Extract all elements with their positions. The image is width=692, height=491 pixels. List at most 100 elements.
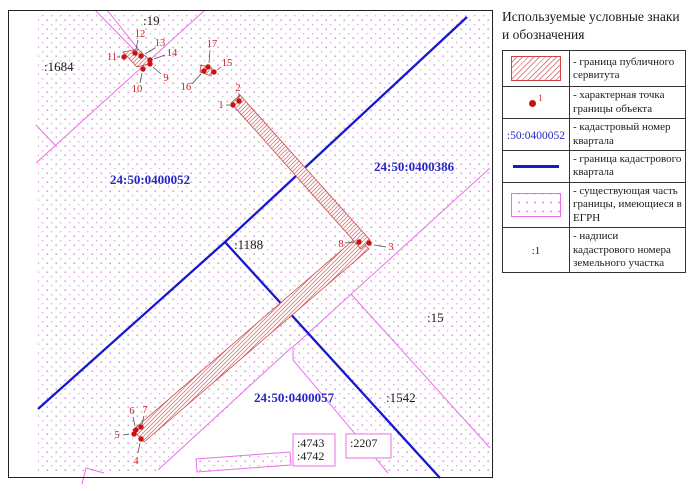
characteristic-point-dot [133, 427, 139, 433]
point-leader-line [132, 416, 136, 427]
characteristic-point-dot [201, 68, 207, 74]
quarter-boundary-line [37, 16, 468, 479]
legend-label: - граница публичного сервитута [569, 50, 686, 88]
characteristic-point-dot [121, 54, 127, 60]
egrn-boundary-line [35, 9, 206, 164]
characteristic-point-dot [132, 50, 138, 56]
boxed-parcel-number-label: :2207 [350, 436, 377, 450]
point-leader-line [144, 47, 156, 55]
servitude-hatch-swatch [511, 56, 561, 82]
map-canvas: :4743:4742 :2207 24:50:0400052 24:50:04003… [8, 9, 493, 485]
characteristic-point-dot [205, 64, 211, 70]
characteristic-point-number: 13 [155, 38, 166, 49]
quarter-line-swatch-cell [502, 150, 570, 183]
quarter-number-swatch-cell: :50:0400052 [502, 118, 570, 152]
legend-row-quarter-boundary: - граница кадастрового квартала [502, 150, 686, 183]
quarter-line-swatch [513, 164, 559, 168]
characteristic-point-number: 12 [135, 29, 146, 40]
characteristic-point-dot [140, 66, 146, 72]
egrn-boundary-line [157, 346, 293, 471]
parcel-number-box [292, 433, 336, 467]
egrn-boundary-line [94, 9, 141, 57]
characteristic-point-number: 7 [142, 405, 147, 416]
characteristic-point-dot [147, 61, 153, 67]
egrn-dotted-swatch [511, 192, 561, 217]
legend-label: - характерная точка границы объекта [569, 86, 686, 120]
point-leader-line [373, 244, 387, 248]
characteristic-point-dot [356, 239, 362, 245]
characteristic-point-number: 16 [181, 82, 192, 93]
point-swatch-cell: 1 [502, 86, 570, 120]
egrn-boundary-line [350, 293, 491, 449]
parcel-number-sample: :1 [531, 245, 541, 258]
characteristic-point-number: 3 [388, 242, 393, 253]
characteristic-point-number: 10 [132, 84, 143, 95]
quarter-numbers: 24:50:0400052 24:50:0400386 24:50:0400057 [110, 159, 455, 405]
characteristic-point-number: 1 [218, 100, 223, 111]
servitude-band [230, 94, 371, 250]
parcel-number-label: :15 [427, 310, 444, 325]
characteristic-point-dot [131, 431, 137, 437]
legend-title-line1: Используемые условные знаки [502, 9, 680, 24]
legend: Используемые условные знаки и обозначени… [502, 8, 690, 274]
point-leader-line [139, 72, 143, 84]
characteristic-point-dot [138, 53, 144, 59]
servitude-bands [122, 48, 371, 443]
parcel-number-swatch-cell: :1 [502, 227, 570, 274]
characteristic-point-dot [138, 424, 144, 430]
characteristic-point-dot [211, 69, 217, 75]
legend-label: - граница кадастрового квартала [569, 150, 686, 183]
characteristic-point-number: 15 [222, 58, 233, 69]
legend-title: Используемые условные знаки и обозначени… [502, 8, 690, 44]
legend-label: - существующая часть границы, имеющиеся … [569, 181, 686, 229]
characteristic-point-number: 11 [107, 52, 117, 63]
point-leader-line [216, 66, 222, 71]
point-leader-line [191, 73, 202, 85]
point-leader-line [122, 433, 130, 436]
point-leader-line [152, 66, 162, 75]
servitude-swatch-cell [502, 50, 570, 88]
characteristic-point-number: 6 [129, 406, 134, 417]
characteristic-point-number: 14 [167, 48, 178, 59]
parcel-number-label: :19 [143, 13, 160, 28]
legend-title-line2: и обозначения [502, 27, 585, 43]
point-dot-icon [529, 100, 537, 108]
legend-row-parcel-number: :1 - надписи кадастрового номера земельн… [502, 227, 686, 274]
characteristic-point-dot [147, 57, 153, 63]
quarter-number-sample: :50:0400052 [506, 129, 566, 142]
parcel-number-label: :1542 [386, 390, 416, 405]
characteristic-point-number: 2 [235, 83, 240, 94]
characteristic-point-number: 4 [133, 456, 139, 467]
legend-row-quarter-number: :50:0400052 - кадастровый номер квартала [502, 118, 686, 152]
map-frame [8, 10, 493, 478]
parcel-number-label: :1684 [44, 59, 74, 74]
quarter-number-label: 24:50:0400386 [374, 159, 455, 174]
boxed-parcel-number-label: :4743 [297, 436, 324, 450]
parcel-numbers: :1684 :19 :1188 :15 :1542 [44, 13, 444, 405]
cadastral-map: :4743:4742 :2207 24:50:0400052 24:50:04003… [8, 9, 493, 485]
parcel-number-label: :1188 [234, 237, 263, 252]
quarter-number-label: 24:50:0400057 [254, 390, 335, 405]
point-leader-line [153, 54, 166, 60]
legend-label: - надписи кадастрового номера земельного… [569, 227, 686, 274]
point-dot-number: 1 [538, 93, 543, 104]
characteristic-point-dot [236, 98, 242, 104]
legend-row-servitude: - граница публичного сервитута [502, 50, 686, 88]
parcel-number-box [345, 433, 392, 459]
boxed-parcel-numbers: :4743:4742 :2207 [292, 433, 392, 467]
egrn-boundary-line [81, 467, 105, 485]
legend-row-point: 1 - характерная точка границы объекта [502, 86, 686, 120]
legend-table: - граница публичного сервитута 1 - харак… [502, 50, 686, 274]
egrn-boundary-line [292, 167, 491, 348]
characteristic-point-number: 17 [207, 39, 218, 50]
point-leader-line [135, 39, 139, 50]
legend-row-egrn: - существующая часть границы, имеющиеся … [502, 181, 686, 229]
characteristic-point-dot [366, 240, 372, 246]
boxed-parcel-number-label: :4742 [297, 449, 324, 463]
characteristic-point-number: 9 [163, 73, 168, 84]
point-leader-line [208, 49, 211, 64]
point-leader-line [137, 442, 141, 454]
characteristic-point-number: 5 [114, 430, 119, 441]
quarter-number-label: 24:50:0400052 [110, 172, 190, 187]
